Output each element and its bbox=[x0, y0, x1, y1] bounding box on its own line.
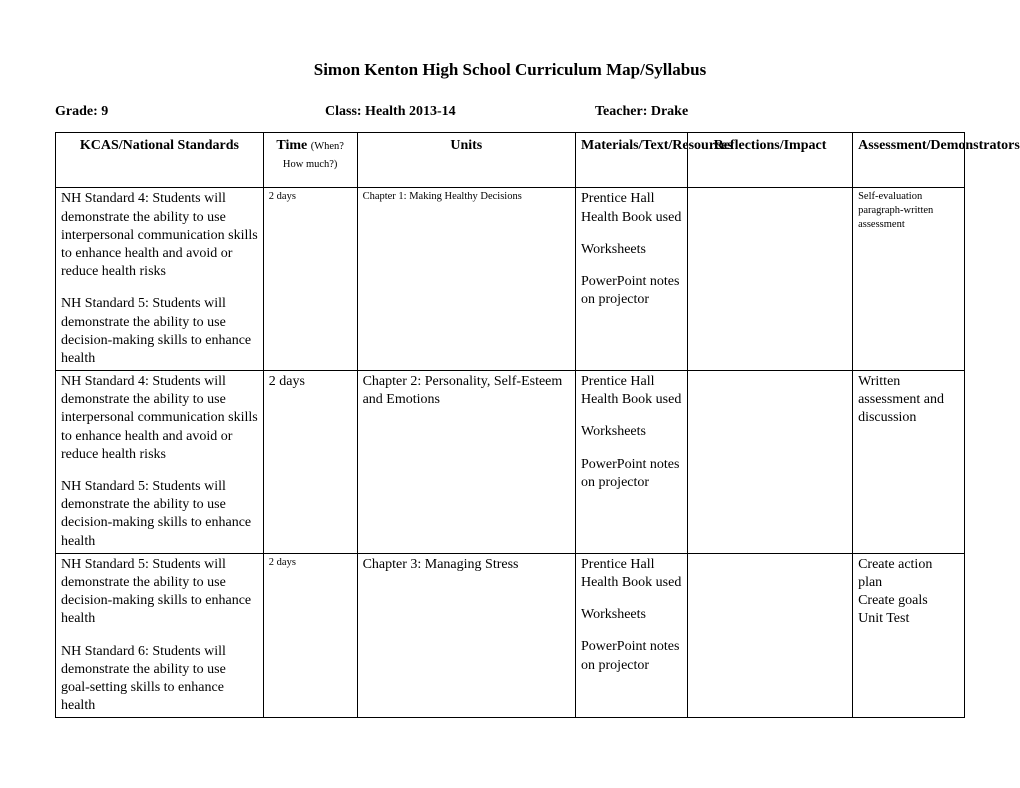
materials-para: PowerPoint notes on projector bbox=[581, 456, 682, 492]
table-row: NH Standard 4: Students will demonstrate… bbox=[56, 371, 965, 554]
table-row: NH Standard 4: Students will demonstrate… bbox=[56, 188, 965, 371]
cell-reflections bbox=[687, 371, 852, 554]
page-title: Simon Kenton High School Curriculum Map/… bbox=[55, 60, 965, 80]
cell-materials: Prentice Hall Health Book used Worksheets… bbox=[576, 371, 688, 554]
materials-para: PowerPoint notes on projector bbox=[581, 638, 682, 674]
cell-time: 2 days bbox=[263, 188, 357, 371]
cell-assessment: Self-evaluation paragraph-written assess… bbox=[853, 188, 965, 371]
cell-units: Chapter 1: Making Healthy Decisions bbox=[357, 188, 575, 371]
cell-units: Chapter 3: Managing Stress bbox=[357, 553, 575, 718]
table-body: NH Standard 4: Students will demonstrate… bbox=[56, 188, 965, 718]
standards-para: NH Standard 5: Students will demonstrate… bbox=[61, 556, 258, 629]
standards-para: NH Standard 6: Students will demonstrate… bbox=[61, 643, 258, 716]
cell-time: 2 days bbox=[263, 371, 357, 554]
standards-para: NH Standard 5: Students will demonstrate… bbox=[61, 478, 258, 551]
cell-units: Chapter 2: Personality, Self-Esteem and … bbox=[357, 371, 575, 554]
cell-materials: Prentice Hall Health Book used Worksheets… bbox=[576, 188, 688, 371]
materials-para: Prentice Hall Health Book used bbox=[581, 556, 682, 592]
assessment-line: Written assessment and discussion bbox=[858, 373, 959, 428]
materials-para: Prentice Hall Health Book used bbox=[581, 190, 682, 226]
materials-para: Worksheets bbox=[581, 423, 682, 441]
standards-para: NH Standard 5: Students will demonstrate… bbox=[61, 295, 258, 368]
cell-time: 2 days bbox=[263, 553, 357, 718]
cell-standards: NH Standard 4: Students will demonstrate… bbox=[56, 188, 264, 371]
cell-reflections bbox=[687, 188, 852, 371]
assessment-line: Create action plan bbox=[858, 556, 959, 592]
th-time-main: Time bbox=[276, 138, 310, 153]
materials-para: Prentice Hall Health Book used bbox=[581, 373, 682, 409]
cell-standards: NH Standard 4: Students will demonstrate… bbox=[56, 371, 264, 554]
th-standards: KCAS/National Standards bbox=[56, 133, 264, 188]
curriculum-table: KCAS/National Standards Time (When? How … bbox=[55, 132, 965, 718]
cell-reflections bbox=[687, 553, 852, 718]
th-time: Time (When? How much?) bbox=[263, 133, 357, 188]
table-row: NH Standard 5: Students will demonstrate… bbox=[56, 553, 965, 718]
assessment-line: Create goals bbox=[858, 592, 959, 610]
materials-para: Worksheets bbox=[581, 606, 682, 624]
standards-para: NH Standard 4: Students will demonstrate… bbox=[61, 190, 258, 281]
meta-row: Grade: 9 Class: Health 2013-14 Teacher: … bbox=[55, 104, 965, 120]
standards-para: NH Standard 4: Students will demonstrate… bbox=[61, 373, 258, 464]
cell-materials: Prentice Hall Health Book used Worksheets… bbox=[576, 553, 688, 718]
th-units: Units bbox=[357, 133, 575, 188]
assessment-line: Self-evaluation paragraph-written assess… bbox=[858, 190, 959, 231]
meta-class: Class: Health 2013-14 bbox=[325, 104, 595, 120]
materials-para: Worksheets bbox=[581, 241, 682, 259]
th-assessment: Assessment/Demonstrators bbox=[853, 133, 965, 188]
materials-para: PowerPoint notes on projector bbox=[581, 273, 682, 309]
assessment-line: Unit Test bbox=[858, 610, 959, 628]
th-materials: Materials/Text/Resources bbox=[576, 133, 688, 188]
meta-grade: Grade: 9 bbox=[55, 104, 325, 120]
meta-teacher: Teacher: Drake bbox=[595, 104, 688, 120]
cell-assessment: Create action planCreate goalsUnit Test bbox=[853, 553, 965, 718]
cell-standards: NH Standard 5: Students will demonstrate… bbox=[56, 553, 264, 718]
table-header-row: KCAS/National Standards Time (When? How … bbox=[56, 133, 965, 188]
cell-assessment: Written assessment and discussion bbox=[853, 371, 965, 554]
